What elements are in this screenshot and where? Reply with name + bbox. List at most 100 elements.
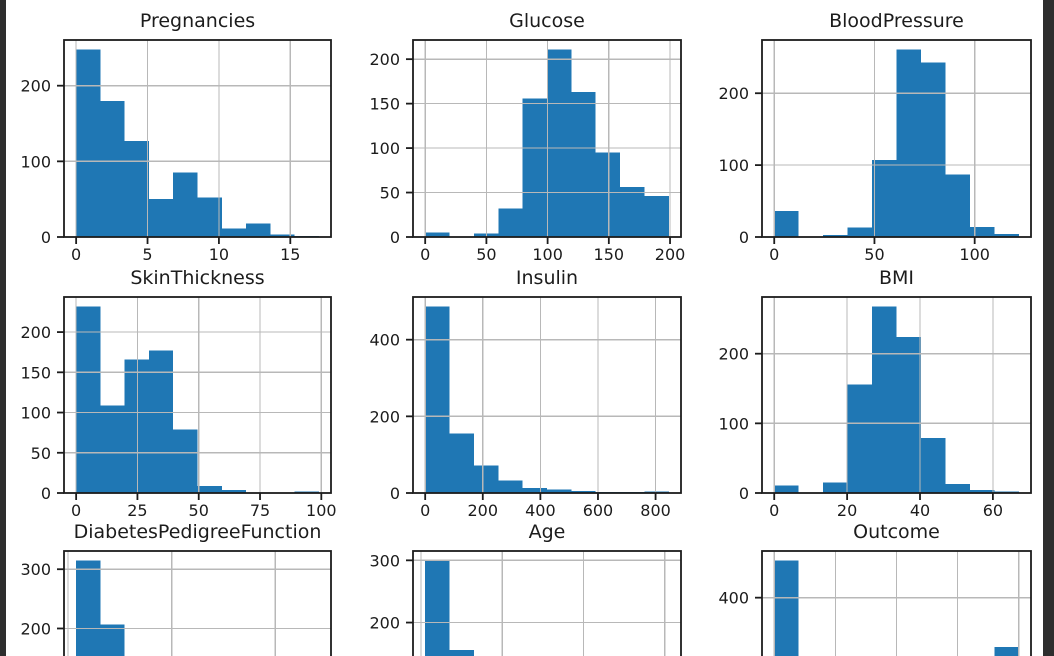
- histogram-bar: [774, 485, 799, 493]
- axes-spines: [761, 550, 1032, 656]
- y-tick-label: 100: [718, 156, 749, 175]
- histogram-bars: [425, 560, 474, 656]
- y-tick-label: 200: [20, 323, 51, 342]
- histogram-bar: [522, 488, 547, 493]
- y-tick-label: 50: [380, 184, 400, 203]
- histogram-bar: [246, 223, 271, 237]
- y-tick-label: 200: [718, 84, 749, 103]
- y-tick-label: 300: [20, 560, 51, 579]
- y-tick-label: 200: [369, 407, 400, 426]
- subplot-outcome: 400 Outcome: [718, 521, 1032, 656]
- histogram-bars: [425, 306, 669, 493]
- histogram-bar: [449, 433, 474, 493]
- x-tick-label: 50: [864, 245, 884, 264]
- histogram-bar: [774, 560, 799, 656]
- histogram-bars: [76, 306, 319, 493]
- tick-labels: 0 50 100 0 100 200: [718, 84, 989, 264]
- x-tick-label: 0: [420, 245, 430, 264]
- axes-spines: [63, 550, 332, 656]
- histogram-bar: [173, 172, 198, 237]
- histogram-bar: [920, 62, 946, 237]
- gridlines: [762, 40, 1031, 237]
- tick-marks: [755, 352, 994, 500]
- x-tick-label: 100: [532, 245, 563, 264]
- y-tick-label: 100: [369, 139, 400, 158]
- gridlines: [413, 40, 681, 237]
- x-tick-label: 0: [71, 501, 81, 520]
- subplot-insulin: 0 200 400 600 800 0 200 400 Insulin: [369, 267, 682, 520]
- x-tick-label: 50: [189, 501, 209, 520]
- y-tick-label: 100: [20, 152, 51, 171]
- histogram-bar: [595, 152, 621, 237]
- y-tick-label: 200: [20, 619, 51, 638]
- histogram-bar: [148, 350, 174, 493]
- histogram-bar: [896, 49, 921, 237]
- x-tick-label: 25: [127, 501, 147, 520]
- gridlines: [762, 297, 1031, 493]
- subplot-pregnancies: 0 5 10 15 0 100 200 Pregnancies: [20, 10, 332, 264]
- histogram-bar: [571, 92, 596, 237]
- histogram-bar: [425, 232, 450, 237]
- histogram-bars: [76, 560, 125, 656]
- histogram-bar: [197, 197, 222, 237]
- histogram-bar: [994, 646, 1019, 656]
- x-tick-label: 50: [476, 245, 496, 264]
- subplot-title: Outcome: [853, 521, 940, 543]
- x-tick-label: 5: [142, 245, 152, 264]
- histogram-bar: [100, 100, 125, 237]
- subplot-title: Insulin: [516, 267, 578, 289]
- histogram-bar: [498, 208, 523, 237]
- tick-marks: [57, 84, 292, 244]
- histogram-bars: [774, 306, 1019, 493]
- histogram-bar: [644, 196, 669, 237]
- histogram-bar: [847, 384, 873, 493]
- tick-marks: [406, 58, 671, 244]
- axes-spines: [63, 39, 332, 238]
- y-tick-label: 100: [718, 414, 749, 433]
- histogram-bar: [872, 306, 897, 493]
- histogram-bar: [945, 174, 970, 237]
- histogram-bar: [100, 405, 125, 493]
- histogram-bars: [425, 49, 669, 237]
- histogram-bar: [847, 227, 873, 237]
- subplot-diabetespedigreefunction: 200 300 DiabetesPedigreeFunction: [20, 521, 332, 656]
- axes-spines: [412, 296, 682, 494]
- histogram-bar: [425, 560, 450, 656]
- histogram-bar: [76, 306, 101, 493]
- axes-spines: [63, 296, 332, 494]
- subplot-age: 200 300 Age: [369, 521, 682, 656]
- gridlines: [413, 297, 681, 493]
- subplot-title: Glucose: [509, 10, 585, 32]
- histogram-bar: [920, 437, 946, 493]
- y-tick-label: 200: [369, 50, 400, 69]
- histogram-bar: [969, 490, 995, 493]
- histogram-bar: [473, 465, 499, 493]
- x-tick-label: 200: [655, 245, 686, 264]
- histogram-bar: [994, 234, 1019, 237]
- y-tick-label: 200: [20, 77, 51, 96]
- histogram-bars: [774, 560, 1019, 656]
- x-tick-label: 40: [910, 501, 930, 520]
- y-tick-label: 400: [718, 589, 749, 608]
- histogram-bar: [522, 98, 547, 237]
- y-tick-label: 300: [369, 551, 400, 570]
- y-tick-label: 0: [739, 484, 749, 503]
- x-tick-label: 15: [280, 245, 300, 264]
- histogram-bar: [547, 49, 572, 237]
- subplot-title: Pregnancies: [140, 10, 255, 32]
- tick-labels: 0 50 100 150 200 0 50 100 150 200: [369, 50, 685, 264]
- tick-labels: 200 300: [20, 560, 51, 638]
- subplot-title: BloodPressure: [829, 10, 964, 32]
- tick-marks: [57, 331, 323, 500]
- y-tick-label: 200: [369, 614, 400, 633]
- gridlines: [413, 551, 681, 656]
- histogram-bar: [872, 160, 897, 237]
- y-tick-label: 150: [20, 363, 51, 382]
- gridlines: [64, 297, 331, 493]
- histogram-bar: [76, 560, 101, 656]
- y-tick-label: 100: [20, 404, 51, 423]
- subplot-title: DiabetesPedigreeFunction: [74, 521, 322, 543]
- tick-labels: 400: [718, 589, 749, 608]
- x-tick-label: 0: [420, 501, 430, 520]
